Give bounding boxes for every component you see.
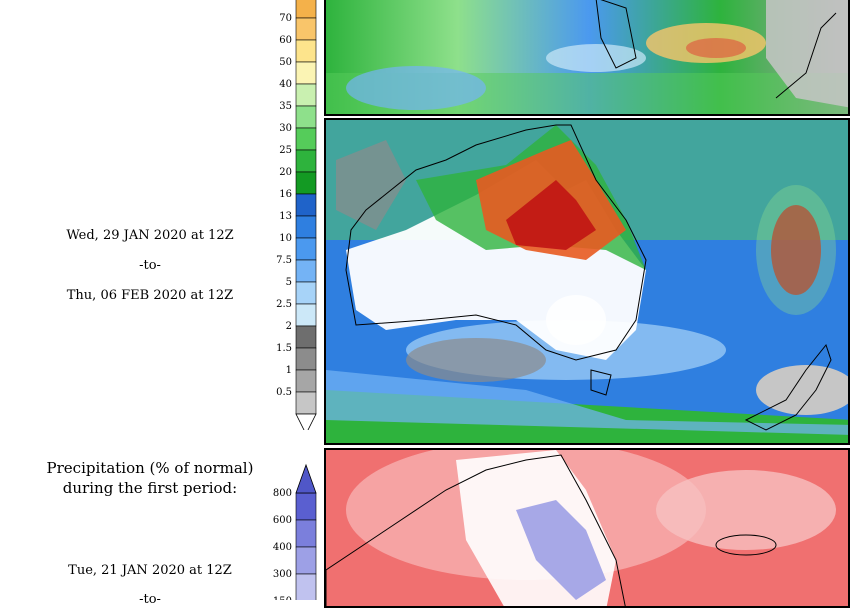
colorbar-swatch — [295, 127, 317, 151]
colorbar-swatch — [295, 259, 317, 283]
colorbar-swatch — [295, 215, 317, 239]
colorbar-label: 20 — [279, 167, 292, 178]
colorbar-swatch — [295, 237, 317, 261]
colorbar-label: 16 — [279, 189, 292, 200]
colorbar-label: 35 — [279, 101, 292, 112]
colorbar-swatch — [295, 347, 317, 371]
colorbar-swatch — [295, 83, 317, 107]
colorbar-label: 150 — [273, 596, 292, 600]
lower-period-start: Tue, 21 JAN 2020 at 12Z — [68, 563, 232, 578]
lower-title-line2: during the first period: — [62, 479, 238, 497]
colorbar-label: 5 — [286, 277, 292, 288]
colorbar-label: 30 — [279, 123, 292, 134]
colorbar-swatch — [295, 105, 317, 129]
colorbar-label: 300 — [273, 569, 292, 580]
colorbar-end-triangle — [295, 413, 317, 430]
colorbar-swatch — [295, 281, 317, 305]
colorbar-swatch — [295, 546, 317, 575]
colorbar-label: 25 — [279, 145, 292, 156]
colorbar-swatch — [295, 492, 317, 521]
colorbar-label: 80 — [279, 0, 292, 2]
colorbar-end-triangle — [295, 463, 317, 494]
colorbar-swatch — [295, 171, 317, 195]
colorbar-label: 50 — [279, 57, 292, 68]
colorbar-swatch — [295, 61, 317, 85]
colorbar-swatch — [295, 369, 317, 393]
colorbar-swatch — [295, 149, 317, 173]
colorbar-label: 600 — [273, 515, 292, 526]
colorbar-swatch — [295, 391, 317, 415]
colorbar-label: 2.5 — [276, 299, 292, 310]
colorbar-swatch — [295, 303, 317, 327]
map-middle — [324, 118, 850, 445]
colorbar-label: 1 — [286, 365, 292, 376]
colorbar-swatch — [295, 193, 317, 217]
colorbar-label: 10 — [279, 233, 292, 244]
colorbar-label: 2 — [286, 321, 292, 332]
percent-normal-colorbar: 800 600 400 300 150 — [273, 463, 317, 600]
colorbar-swatch — [295, 39, 317, 63]
colorbar-label: 40 — [279, 79, 292, 90]
colorbar-label: 7.5 — [276, 255, 292, 266]
colorbar-label: 60 — [279, 35, 292, 46]
colorbar-swatch — [295, 573, 317, 600]
colorbar-swatch — [295, 0, 317, 19]
colorbar-label: 400 — [273, 542, 292, 553]
colorbar-label: 70 — [279, 13, 292, 24]
lower-title-line1: Precipitation (% of normal) — [46, 459, 254, 477]
map-top-partial — [324, 0, 850, 116]
colorbar-label: 1.5 — [276, 343, 292, 354]
colorbar-swatch — [295, 519, 317, 548]
colorbar-swatch — [295, 325, 317, 349]
upper-period-end: Thu, 06 FEB 2020 at 12Z — [66, 288, 234, 303]
upper-period-start: Wed, 29 JAN 2020 at 12Z — [66, 228, 234, 243]
colorbar-label: 0.5 — [276, 387, 292, 398]
colorbar-label: 13 — [279, 211, 292, 222]
precipitation-colorbar: 80 70 60 50 40 35 30 25 20 16 13 10 7.5 5 2.5 2 1.5 1 0.5 — [276, 0, 317, 430]
colorbar-swatch — [295, 17, 317, 41]
upper-period-separator: -to- — [139, 258, 161, 273]
colorbar-label: 800 — [273, 488, 292, 499]
map-bottom — [324, 448, 850, 608]
